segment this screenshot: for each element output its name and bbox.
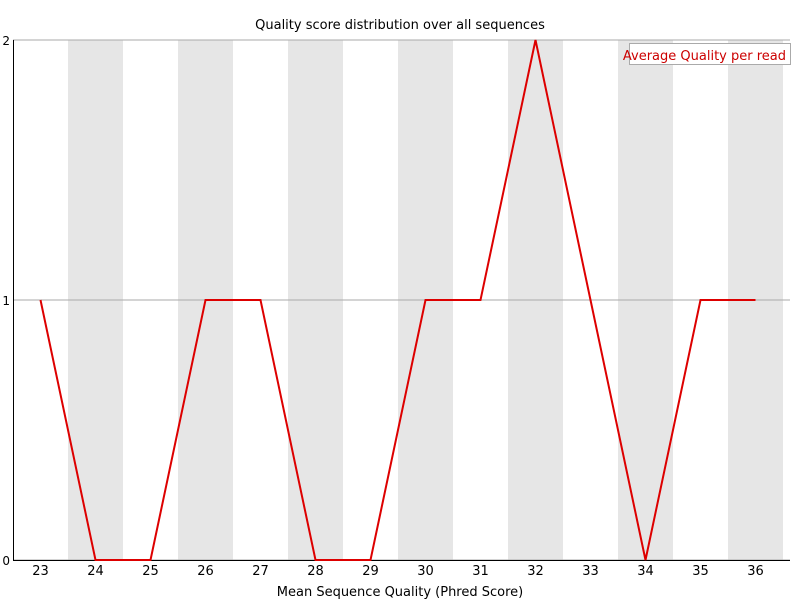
x-tick-label: 23	[32, 564, 49, 579]
legend: Average Quality per read	[623, 43, 791, 65]
x-tick-label: 30	[417, 564, 434, 579]
y-tick-label: 2	[2, 34, 10, 48]
legend-label: Average Quality per read	[623, 49, 786, 64]
x-tick-label: 36	[747, 564, 764, 579]
x-tick-labels: 23 24 25 26 27 28 29 30 31 32 33 34 35 36	[32, 564, 764, 579]
x-tick-label: 26	[197, 564, 214, 579]
x-axis-label: Mean Sequence Quality (Phred Score)	[277, 585, 523, 600]
chart-title: Quality score distribution over all sequ…	[255, 18, 545, 33]
x-tick-label: 32	[527, 564, 544, 579]
y-tick-labels: 0 1 2	[2, 34, 10, 568]
x-tick-label: 35	[692, 564, 709, 579]
x-tick-label: 27	[252, 564, 269, 579]
x-tick-label: 24	[87, 564, 104, 579]
y-tick-label: 0	[2, 554, 10, 568]
x-tick-label: 25	[142, 564, 159, 579]
legend-box	[629, 43, 791, 65]
x-tick-label: 33	[582, 564, 599, 579]
x-tick-label: 29	[362, 564, 379, 579]
series-lines	[39, 39, 756, 561]
x-tick-label: 34	[637, 564, 654, 579]
x-tick-label: 28	[307, 564, 324, 579]
series-line	[39, 39, 756, 561]
y-tick-label: 1	[2, 294, 10, 308]
x-tick-label: 31	[472, 564, 489, 579]
